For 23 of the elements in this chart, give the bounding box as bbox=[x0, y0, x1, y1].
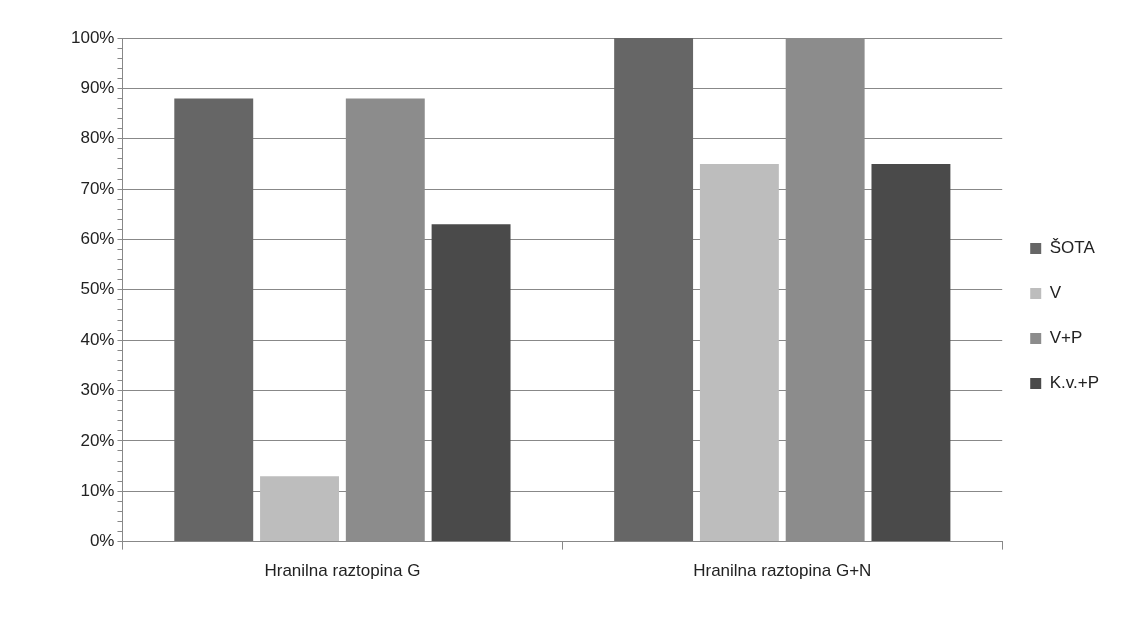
legend-label: V bbox=[1049, 283, 1062, 303]
y-tick-label: 70% bbox=[80, 178, 115, 198]
y-tick-label: 90% bbox=[80, 78, 115, 98]
bar bbox=[260, 476, 339, 542]
y-tick-label: 50% bbox=[80, 279, 115, 299]
y-tick-label: 40% bbox=[80, 329, 115, 349]
y-tick-label: 0% bbox=[89, 531, 115, 551]
bar bbox=[174, 98, 254, 542]
y-tick-label: 20% bbox=[80, 430, 115, 450]
y-tick-label: 60% bbox=[80, 229, 115, 249]
y-tick-label: 10% bbox=[80, 480, 115, 500]
y-tick-label: 30% bbox=[80, 380, 115, 400]
x-tick-label: Hranilna raztopina G+N bbox=[693, 561, 872, 581]
legend-label: K.v.+P bbox=[1049, 373, 1100, 393]
y-tick-label: 100% bbox=[71, 27, 115, 47]
legend-label: V+P bbox=[1049, 328, 1083, 348]
bar bbox=[871, 163, 951, 542]
bar bbox=[614, 38, 694, 542]
y-tick-label: 80% bbox=[80, 128, 115, 148]
x-tick-label: Hranilna raztopina G bbox=[264, 561, 421, 581]
legend-label: ŠOTA bbox=[1049, 238, 1096, 258]
bar bbox=[699, 163, 779, 542]
bar bbox=[431, 224, 511, 542]
